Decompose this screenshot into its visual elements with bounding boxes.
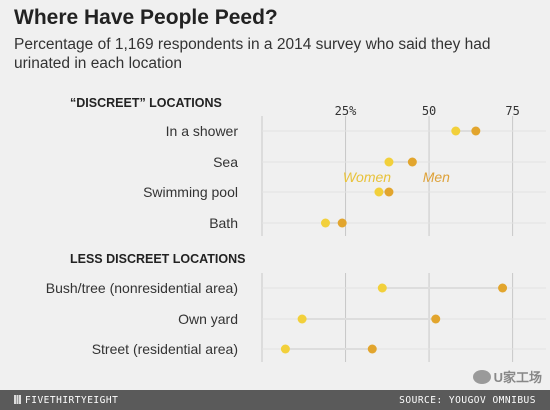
category-label: Bush/tree (nonresidential area): [46, 280, 238, 296]
category-label: In a shower: [166, 123, 239, 139]
footer-source: SOURCE: YOUGOV OMNIBUS: [399, 395, 536, 406]
chart-subtitle: Percentage of 1,169 respondents in a 201…: [14, 36, 491, 72]
category-label: Street (residential area): [92, 341, 238, 357]
women-dot: [451, 126, 461, 136]
footer-brand-text: FIVETHIRTYEIGHT: [25, 395, 119, 406]
women-dot: [374, 187, 384, 197]
men-dot: [431, 314, 441, 324]
category-label: Swimming pool: [143, 184, 238, 200]
women-dot: [297, 314, 307, 324]
women-dot: [280, 344, 290, 354]
section-heading: LESS DISCREET LOCATIONS: [70, 252, 245, 266]
men-dot: [407, 157, 417, 167]
legend-men: Men: [423, 169, 450, 185]
women-dot: [377, 283, 387, 293]
wechat-icon: [472, 370, 491, 384]
watermark-text: U家工场: [493, 370, 542, 385]
category-label: Own yard: [178, 311, 238, 327]
brand-bars-icon: [14, 395, 21, 404]
category-label: Bath: [209, 215, 238, 231]
men-dot: [384, 187, 394, 197]
chart-title: Where Have People Peed?: [14, 6, 278, 29]
legend-women: Women: [343, 169, 391, 185]
footer-bar: FIVETHIRTYEIGHT SOURCE: YOUGOV OMNIBUS: [0, 390, 550, 410]
men-dot: [337, 218, 347, 228]
x-tick-label: 25%: [335, 104, 357, 118]
dot-plot-chart: 25% 50 75 “DISCREET” LOCATIONS In a shower Se…: [46, 96, 546, 362]
women-dot: [384, 157, 394, 167]
x-tick-label: 50: [422, 104, 436, 118]
section-heading: “DISCREET” LOCATIONS: [70, 96, 222, 110]
footer-brand: FIVETHIRTYEIGHT: [14, 395, 118, 406]
women-dot: [320, 218, 330, 228]
watermark: U家工场: [472, 367, 542, 386]
men-dot: [471, 126, 481, 136]
men-dot: [367, 344, 377, 354]
men-dot: [498, 283, 508, 293]
category-label: Sea: [213, 154, 238, 170]
x-tick-label: 75: [505, 104, 519, 118]
